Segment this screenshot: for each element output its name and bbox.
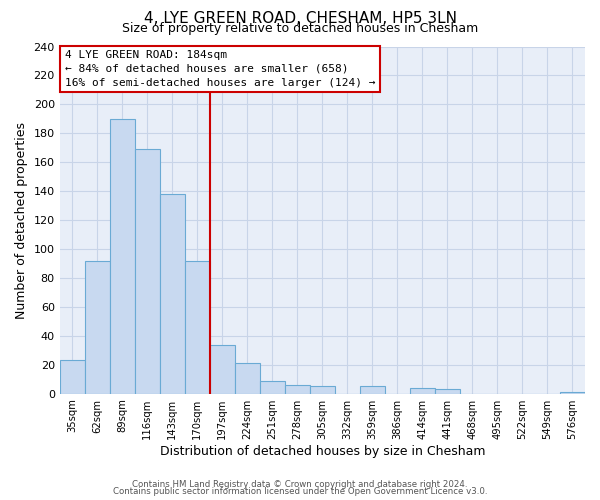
Bar (285, 385, 310, 394)
Bar (59, 360, 85, 394)
Text: Contains HM Land Registry data © Crown copyright and database right 2024.: Contains HM Land Registry data © Crown c… (132, 480, 468, 489)
Bar (360, 386, 385, 394)
Text: 4, LYE GREEN ROAD, CHESHAM, HP5 3LN: 4, LYE GREEN ROAD, CHESHAM, HP5 3LN (143, 11, 457, 26)
Bar (210, 344, 235, 394)
Bar (235, 364, 260, 394)
Bar (110, 119, 135, 394)
Y-axis label: Number of detached properties: Number of detached properties (15, 122, 28, 318)
Bar (410, 388, 435, 394)
X-axis label: Distribution of detached houses by size in Chesham: Distribution of detached houses by size … (160, 444, 485, 458)
Text: Size of property relative to detached houses in Chesham: Size of property relative to detached ho… (122, 22, 478, 35)
Text: Contains public sector information licensed under the Open Government Licence v3: Contains public sector information licen… (113, 488, 487, 496)
Bar (160, 194, 185, 394)
Bar (135, 149, 160, 394)
Bar (310, 386, 335, 394)
Bar (85, 260, 110, 394)
Bar (435, 390, 460, 394)
Text: 4 LYE GREEN ROAD: 184sqm
← 84% of detached houses are smaller (658)
16% of semi-: 4 LYE GREEN ROAD: 184sqm ← 84% of detach… (65, 50, 376, 88)
Bar (260, 380, 285, 394)
Bar (185, 260, 210, 394)
Bar (560, 392, 585, 394)
